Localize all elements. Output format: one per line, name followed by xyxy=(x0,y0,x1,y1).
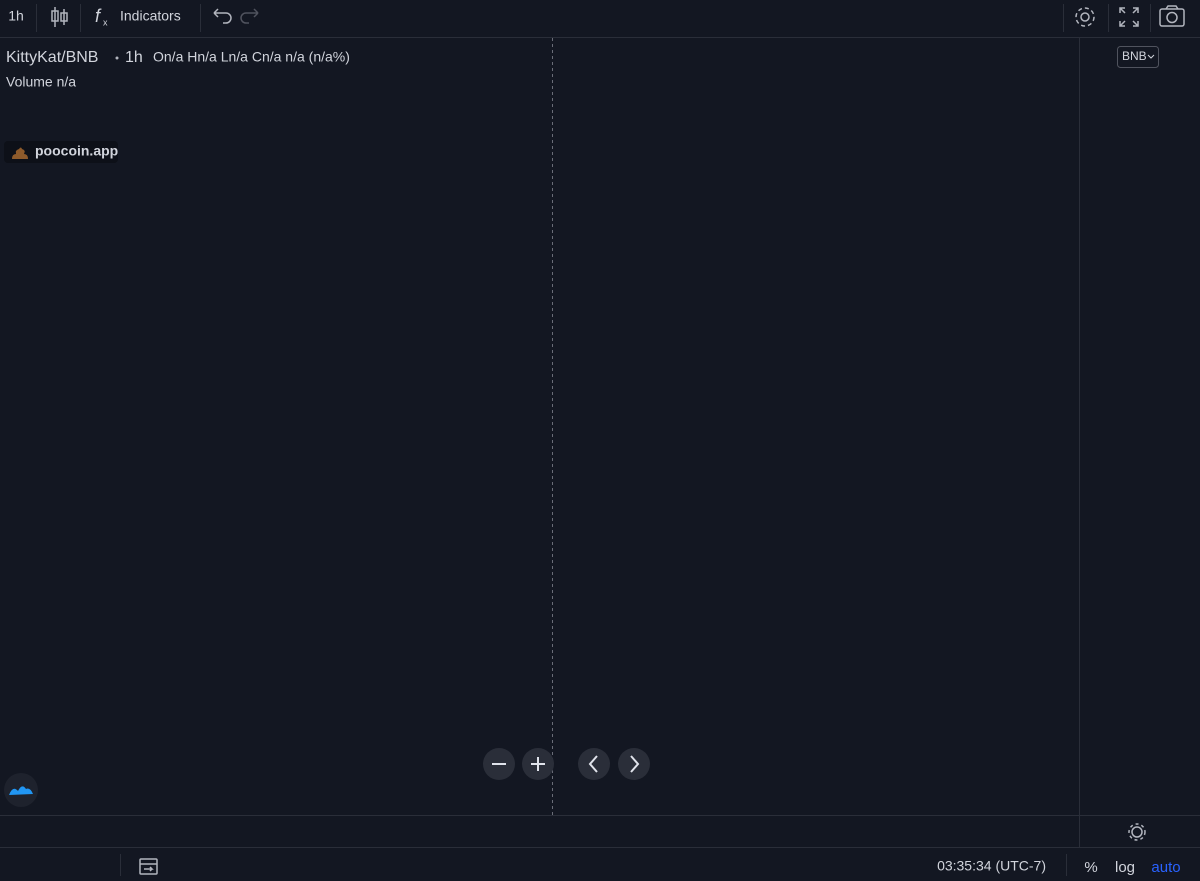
volume-legend: Volume n/a xyxy=(6,74,76,90)
indicators-button[interactable]: f x Indicators xyxy=(95,6,181,28)
log-toggle[interactable]: log xyxy=(1115,859,1135,876)
currency-button[interactable]: BNB xyxy=(1117,46,1159,68)
percent-toggle[interactable]: % xyxy=(1084,859,1097,876)
zoom-out-button[interactable] xyxy=(483,748,515,780)
chart-type-button[interactable] xyxy=(51,7,68,27)
time-axis-settings[interactable] xyxy=(1128,823,1146,841)
currency-label: BNB xyxy=(1122,49,1147,63)
interval-button[interactable]: 1h xyxy=(8,8,24,24)
go-to-date-button[interactable] xyxy=(139,858,158,875)
indicators-label: Indicators xyxy=(120,8,181,24)
screenshot-button[interactable] xyxy=(1159,5,1185,27)
zoom-in-button[interactable] xyxy=(522,748,554,780)
scroll-right-button[interactable] xyxy=(618,748,650,780)
symbol-label: KittyKat/BNB xyxy=(6,49,98,66)
logo-button[interactable] xyxy=(4,773,38,807)
dot xyxy=(115,56,119,60)
svg-text:x: x xyxy=(103,17,108,27)
auto-toggle[interactable]: auto xyxy=(1151,859,1180,876)
svg-text:f: f xyxy=(95,6,102,26)
scroll-left-button[interactable] xyxy=(578,748,610,780)
redo-button[interactable] xyxy=(240,8,259,24)
fullscreen-button[interactable] xyxy=(1119,7,1139,27)
chevron xyxy=(1147,54,1155,59)
clock: 03:35:34 (UTC-7) xyxy=(937,858,1046,874)
undo-button[interactable] xyxy=(213,8,232,24)
legend-interval: 1h xyxy=(125,49,143,66)
watermark-text: poocoin.app xyxy=(35,143,118,159)
ohlc-values: On/a Hn/a Ln/a Cn/a n/a (n/a%) xyxy=(153,49,350,65)
settings-button[interactable] xyxy=(1075,7,1095,27)
watermark-badge: poocoin.app xyxy=(4,141,118,163)
